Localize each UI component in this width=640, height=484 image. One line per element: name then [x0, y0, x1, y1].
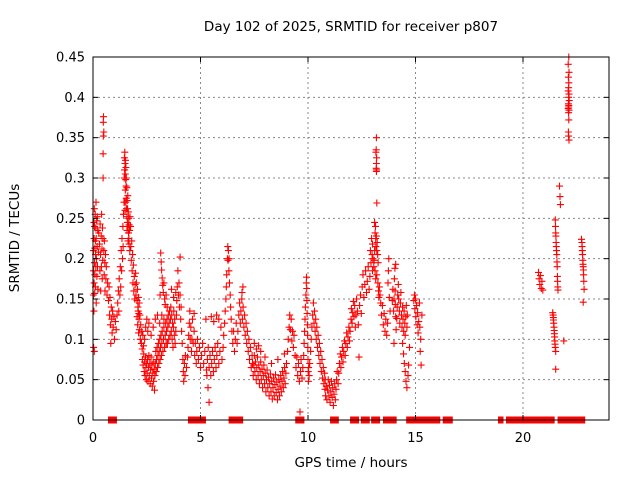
- y-axis-title: SRMTID / TECUs: [7, 184, 23, 292]
- x-tick-label: 10: [300, 431, 317, 446]
- x-axis-title: GPS time / hours: [294, 455, 407, 471]
- y-tick-label: 0.2: [64, 252, 85, 267]
- y-tick-label: 0.4: [64, 91, 85, 106]
- chart-title: Day 102 of 2025, SRMTID for receiver p80…: [204, 19, 498, 35]
- scatter-points: [89, 53, 588, 416]
- y-tick-label: 0.1: [64, 333, 85, 348]
- x-tick-label: 15: [407, 431, 424, 446]
- x-tick-label: 0: [89, 431, 97, 446]
- plot-border: [92, 56, 610, 421]
- y-tick-label: 0.05: [56, 373, 85, 388]
- x-tick-label: 20: [515, 431, 532, 446]
- scatter-plus-markers: [89, 53, 588, 416]
- y-tick-label: 0.15: [56, 293, 85, 308]
- y-tick-label: 0: [77, 414, 85, 429]
- axis-ticks: [92, 56, 609, 421]
- y-tick-label: 0.3: [64, 172, 85, 187]
- x-tick-label: 5: [196, 431, 204, 446]
- grid-lines: [93, 57, 609, 420]
- tick-labels: 0 5 10 15 20 0 0.05 0.1 0.15 0.2 0.25 0.3 0.35 0.4 0.4…: [56, 51, 531, 447]
- y-tick-label: 0.45: [56, 51, 85, 66]
- y-tick-label: 0.35: [56, 131, 85, 146]
- y-tick-label: 0.25: [56, 212, 85, 227]
